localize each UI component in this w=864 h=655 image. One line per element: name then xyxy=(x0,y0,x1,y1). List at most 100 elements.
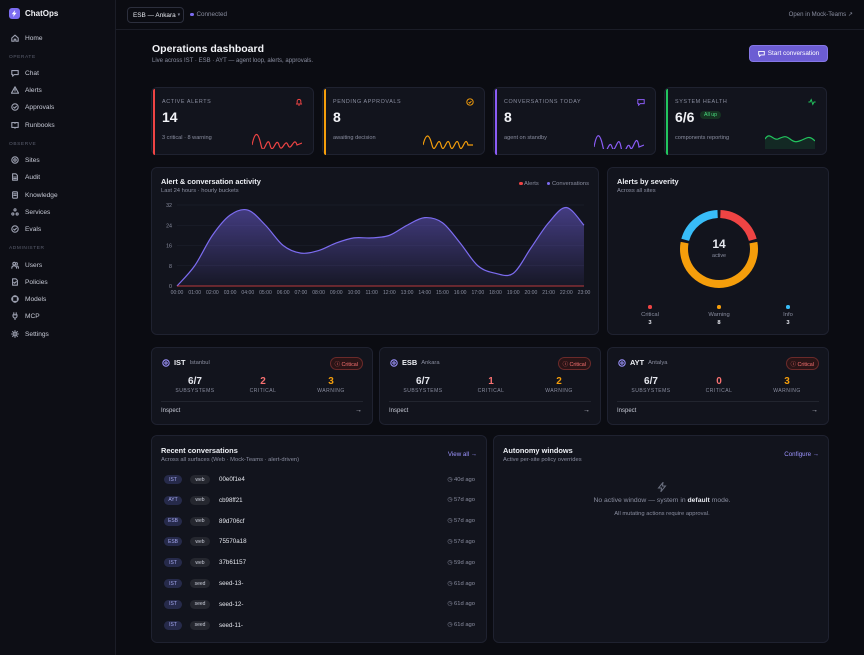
sidebar-item-alerts[interactable]: Alerts xyxy=(0,83,116,97)
clock-icon: ◷ xyxy=(447,580,453,587)
brand[interactable]: ChatOps xyxy=(9,8,58,19)
kpi-value: 6/6 xyxy=(675,109,695,125)
conversation-row[interactable]: IST web 37b61157 ◷ 59d ago xyxy=(164,556,475,569)
critical-badge: ⓘ Critical xyxy=(329,357,363,370)
x-tick-label: 10:00 xyxy=(348,290,361,296)
kpi-label: ACTIVE ALERTS xyxy=(162,99,212,105)
sidebar-item-services[interactable]: Services xyxy=(0,205,116,219)
divider xyxy=(389,401,591,402)
divider xyxy=(161,401,363,402)
conversation-row[interactable]: IST web 00e0f1e4 ◷ 40d ago xyxy=(164,473,475,486)
site-city: Antalya xyxy=(648,359,668,366)
sidebar-item-audit[interactable]: Audit xyxy=(0,170,116,184)
donut-slice-critical xyxy=(720,210,757,242)
legend-value: 3 xyxy=(648,319,652,326)
open-in-teams-link[interactable]: Open in Mock-Teams ↗ xyxy=(788,11,853,18)
y-tick-label: 16 xyxy=(166,244,172,250)
arrow-right-icon[interactable]: → xyxy=(355,407,362,414)
site-card-ayt[interactable]: AYT Antalya ⓘ Critical 6/7 SUBSYSTEMS 0 CR… xyxy=(607,347,829,425)
sidebar-item-label: Approvals xyxy=(25,103,55,111)
source-tag: web xyxy=(190,495,210,505)
sidebar-item-knowledge[interactable]: Knowledge xyxy=(0,188,116,202)
inspect-link[interactable]: Inspect xyxy=(389,408,409,414)
policy-icon xyxy=(12,278,18,286)
x-tick-label: 07:00 xyxy=(294,290,307,296)
x-tick-label: 19:00 xyxy=(507,290,520,296)
donut-slice-info xyxy=(681,210,718,242)
sidebar-item-users[interactable]: Users xyxy=(0,258,116,272)
sidebar-item-chat[interactable]: Chat xyxy=(0,66,116,80)
metric-value: 0 xyxy=(716,376,722,387)
x-tick-label: 20:00 xyxy=(525,290,538,296)
configure-link[interactable]: Configure → xyxy=(784,451,819,458)
conversation-row[interactable]: AYT web cb98ff21 ◷ 57d ago xyxy=(164,494,475,507)
sidebar-item-label: Chat xyxy=(25,69,39,77)
source-tag: web xyxy=(190,475,210,484)
arrow-right-icon[interactable]: → xyxy=(583,407,590,414)
x-tick-label: 23:00 xyxy=(578,290,591,296)
site-city: Ankara xyxy=(421,359,440,366)
kpi-accent-bar xyxy=(153,89,155,155)
severity-donut xyxy=(680,210,758,288)
x-tick-label: 16:00 xyxy=(454,290,467,296)
autonomy-subtitle: Active per-site policy overrides xyxy=(503,457,582,463)
autonomy-windows-card: Autonomy windows Active per-site policy … xyxy=(493,435,829,643)
sidebar-item-policies[interactable]: Policies xyxy=(0,275,116,289)
metric-label: SUBSYSTEMS xyxy=(631,388,671,394)
sidebar-item-mcp[interactable]: MCP xyxy=(0,309,116,323)
x-tick-label: 18:00 xyxy=(489,290,502,296)
sidebar-item-settings[interactable]: Settings xyxy=(0,327,116,341)
inspect-link[interactable]: Inspect xyxy=(161,408,181,414)
sparkline xyxy=(765,135,815,149)
chat-icon xyxy=(757,50,765,57)
start-conversation-label: Start conversation xyxy=(767,50,820,57)
metric-label: WARNING xyxy=(545,388,573,394)
kpi-card-conversations-today[interactable]: CONVERSATIONS TODAY 8 agent on standby xyxy=(493,87,656,155)
clock-icon: ◷ xyxy=(447,601,453,608)
conversation-row[interactable]: ESB web 89d706cf ◷ 57d ago xyxy=(164,515,475,528)
clock-icon: ◷ xyxy=(447,497,453,504)
kpi-card-active-alerts[interactable]: ACTIVE ALERTS 14 3 critical · 8 warning xyxy=(151,87,314,155)
sidebar-item-home[interactable]: Home xyxy=(0,31,116,45)
site-tag: IST xyxy=(164,599,182,609)
view-all-link[interactable]: View all → xyxy=(447,451,477,458)
arrow-right-icon[interactable]: → xyxy=(811,407,818,414)
metric-label: WARNING xyxy=(317,388,345,394)
site-select[interactable]: ESB — Ankara ▾ xyxy=(127,7,184,23)
conversations-line xyxy=(176,206,585,287)
conversation-id: 37b61157 xyxy=(219,559,247,567)
sidebar-item-models[interactable]: Models xyxy=(0,292,116,306)
start-conversation-button[interactable]: Start conversation xyxy=(749,45,828,62)
x-tick-label: 08:00 xyxy=(312,290,325,296)
x-tick-label: 22:00 xyxy=(560,290,573,296)
legend-value: 3 xyxy=(786,319,790,326)
inspect-link[interactable]: Inspect xyxy=(617,408,637,414)
conversation-row[interactable]: IST seed seed-11- ◷ 61d ago xyxy=(164,619,475,632)
kpi-label: SYSTEM HEALTH xyxy=(675,99,728,105)
conversation-age: 61d ago xyxy=(454,622,475,629)
site-card-esb[interactable]: ESB Ankara ⓘ Critical 6/7 SUBSYSTEMS 1 CRI… xyxy=(379,347,601,425)
sidebar-item-approvals[interactable]: Approvals xyxy=(0,100,116,114)
kpi-card-pending-approvals[interactable]: PENDING APPROVALS 8 awaiting decision xyxy=(322,87,485,155)
x-tick-label: 12:00 xyxy=(383,290,396,296)
recent-title: Recent conversations xyxy=(161,446,238,455)
sidebar-item-evals[interactable]: Evals xyxy=(0,222,116,236)
site-name: IST Istanbul xyxy=(162,358,210,367)
x-tick-label: 13:00 xyxy=(401,290,414,296)
conversation-row[interactable]: IST seed seed-12- ◷ 61d ago xyxy=(164,598,475,611)
conversation-row[interactable]: IST seed seed-13- ◷ 61d ago xyxy=(164,577,475,590)
sidebar-item-runbooks[interactable]: Runbooks xyxy=(0,118,116,132)
kpi-card-system-health[interactable]: SYSTEM HEALTH 6/6 All up components repo… xyxy=(664,87,827,155)
metric-label: CRITICAL xyxy=(477,388,505,394)
x-tick-label: 00:00 xyxy=(171,290,184,296)
target-icon xyxy=(11,225,19,233)
services-icon xyxy=(11,208,19,216)
donut-total-label: active xyxy=(711,253,727,259)
sparkline xyxy=(252,133,302,149)
conversation-row[interactable]: ESB web 75570a18 ◷ 57d ago xyxy=(164,535,475,548)
clock-icon: ◷ xyxy=(447,559,453,566)
conversation-id: seed-12- xyxy=(219,600,244,608)
sidebar-item-sites[interactable]: Sites xyxy=(0,153,116,167)
conversation-age: 57d ago xyxy=(454,538,475,545)
